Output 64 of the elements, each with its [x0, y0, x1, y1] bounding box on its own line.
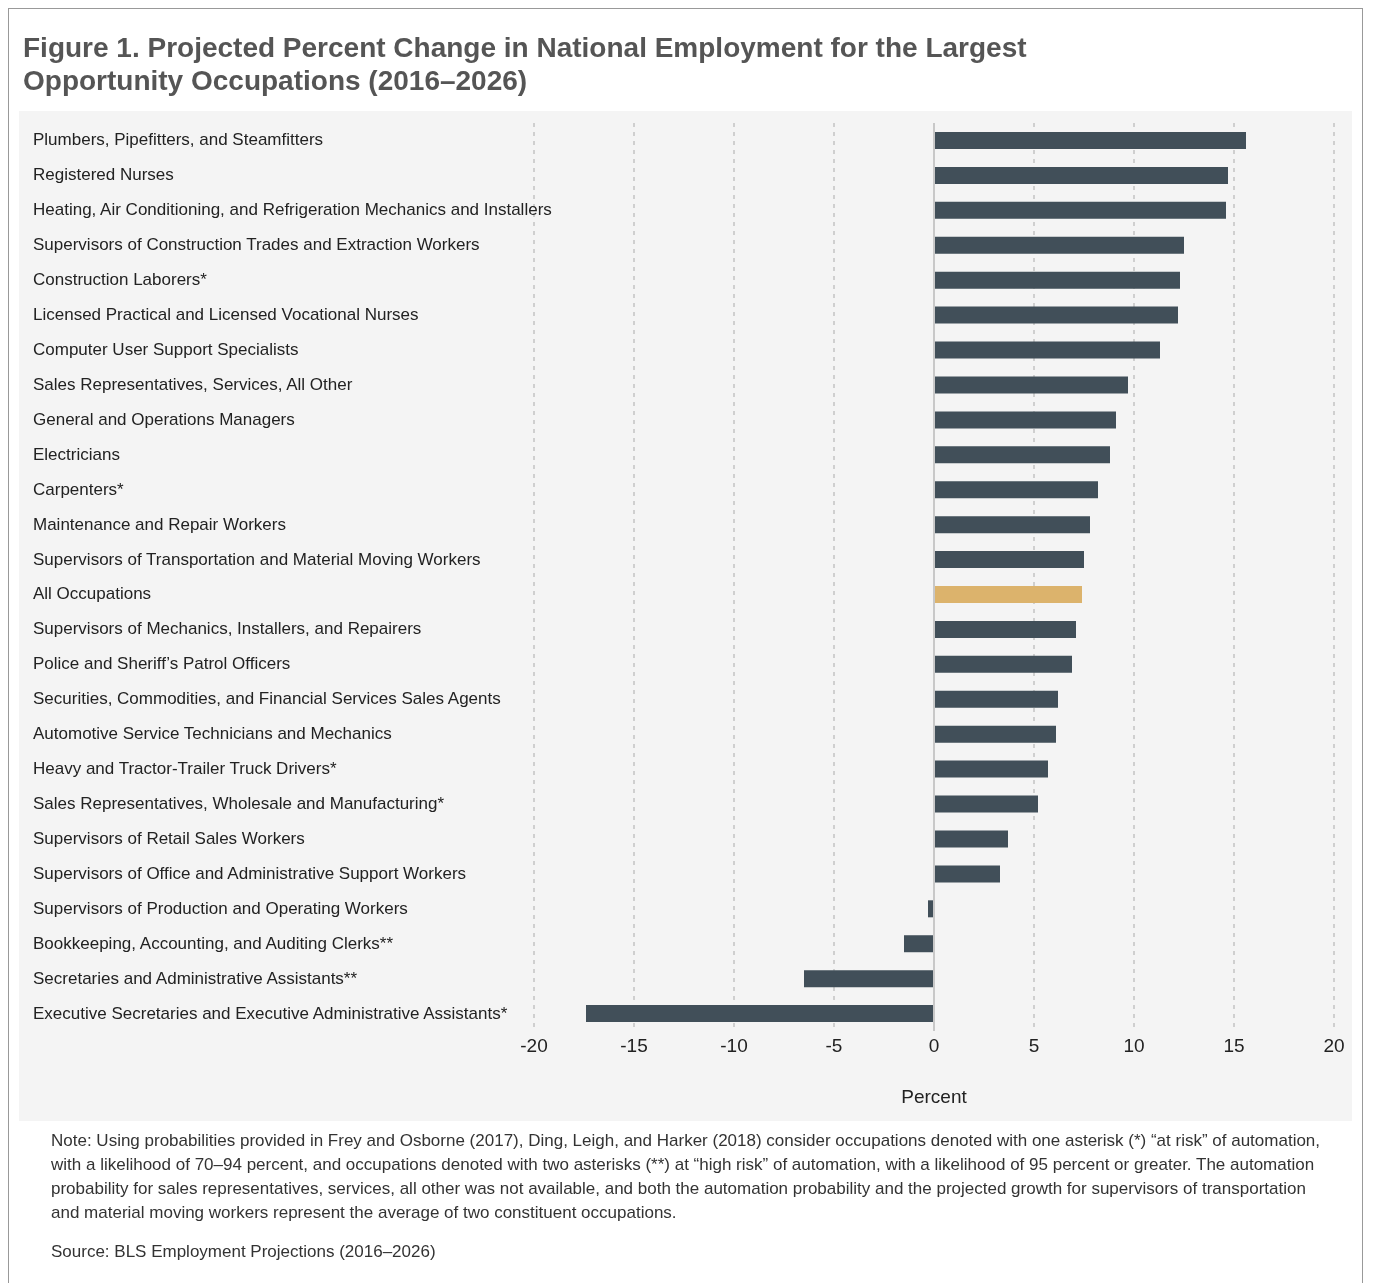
x-tick-label: -10: [720, 1035, 748, 1057]
y-tick-label: General and Operations Managers: [33, 409, 295, 429]
bar: [934, 655, 1072, 673]
bar: [934, 725, 1056, 743]
bar: [934, 236, 1184, 254]
y-tick-label: Secretaries and Administrative Assistants**: [33, 968, 358, 988]
bar: [934, 551, 1084, 569]
y-tick-label: Executive Secretaries and Executive Administrative Assistants*: [33, 1003, 508, 1023]
bar: [934, 411, 1116, 429]
text: Note: Using probabilities provided in Frey and Osborne (2017), Ding, Leigh, and Harker (2018) consider occupations denoted with one asterisk (*) “at risk” of automation, with a likelihood of 70–94 percent, and occupations denoted with two asterisks (**) at “high risk” of automation, with a likelihood of 95 percent or greater. The automation probability for sales representatives, services, all other was not available, and both the automation probability and the projected growth for supervisors of transportation and material moving workers represent the average of two constituent occupations.: [51, 1130, 1322, 1225]
bar: [934, 481, 1098, 499]
y-tick-label: Supervisors of Production and Operating Workers: [33, 898, 408, 918]
y-tick-label: Electricians: [33, 444, 120, 464]
x-tick-label: 10: [1123, 1035, 1145, 1057]
bar: [934, 760, 1048, 778]
bar: [804, 970, 934, 988]
x-tick-label: -20: [520, 1035, 548, 1057]
x-tick-label: 0: [928, 1035, 940, 1057]
bar: [934, 516, 1090, 534]
y-tick-label: Maintenance and Repair Workers: [33, 514, 286, 534]
y-tick-label: Heavy and Tractor-Trailer Truck Drivers*: [33, 759, 337, 779]
bar: [934, 795, 1038, 813]
y-tick-label: Securities, Commodities, and Financial Services Sales Agents: [33, 689, 501, 709]
y-tick-label: Computer User Support Specialists: [33, 340, 299, 360]
bar: [934, 446, 1110, 464]
bar: [904, 935, 934, 953]
x-tick-label: -5: [825, 1035, 843, 1057]
y-tick-label: Heating, Air Conditioning, and Refrigeration Mechanics and Installers: [33, 200, 552, 220]
bar: [934, 132, 1246, 150]
source-note: Source: BLS Employment Projections (2016–2026): [51, 1240, 437, 1263]
x-axis-title: Percent: [901, 1086, 968, 1108]
y-tick-label: Registered Nurses: [33, 165, 174, 185]
y-tick-label: Supervisors of Retail Sales Workers: [33, 828, 305, 848]
y-tick-label: Construction Laborers*: [33, 270, 208, 290]
bar: [934, 201, 1226, 219]
bar: [934, 586, 1082, 604]
y-tick-label: Carpenters*: [33, 479, 125, 499]
bar: [934, 306, 1178, 324]
x-tick-label: 5: [1028, 1035, 1040, 1057]
y-tick-label: Supervisors of Mechanics, Installers, and Repairers: [33, 619, 422, 639]
bar: [934, 865, 1000, 883]
bar: [934, 620, 1076, 638]
chart-title: Figure 1. Projected Percent Change in National Employment for the Largest Opportunity Occupations (2016–2026): [22, 31, 1028, 99]
y-tick-label: Police and Sheriff’s Patrol Officers: [33, 654, 291, 674]
x-tick-label: 20: [1323, 1035, 1345, 1057]
bar: [934, 830, 1008, 848]
y-tick-label: Supervisors of Transportation and Material Moving Workers: [33, 549, 481, 569]
y-tick-label: Sales Representatives, Wholesale and Manufacturing*: [33, 794, 445, 814]
bar: [934, 690, 1058, 708]
y-tick-label: Licensed Practical and Licensed Vocational Nurses: [33, 305, 419, 325]
x-tick-label: 15: [1223, 1035, 1245, 1057]
y-tick-label: Sales Representatives, Services, All Other: [33, 374, 353, 394]
x-tick-label: -15: [620, 1035, 648, 1057]
bar: [586, 1005, 934, 1023]
y-tick-label: Automotive Service Technicians and Mechanics: [33, 724, 392, 744]
y-tick-label: All Occupations: [33, 584, 152, 604]
bar: [934, 166, 1228, 184]
y-tick-label: Plumbers, Pipefitters, and Steamfitters: [33, 130, 324, 150]
y-tick-label: Supervisors of Office and Administrative Support Workers: [33, 863, 467, 883]
y-tick-label: Supervisors of Construction Trades and Extraction Workers: [33, 235, 480, 255]
bar: [934, 376, 1128, 394]
y-tick-label: Bookkeeping, Accounting, and Auditing Clerks**: [33, 933, 394, 953]
bar: [934, 271, 1180, 289]
bar: [934, 341, 1160, 359]
